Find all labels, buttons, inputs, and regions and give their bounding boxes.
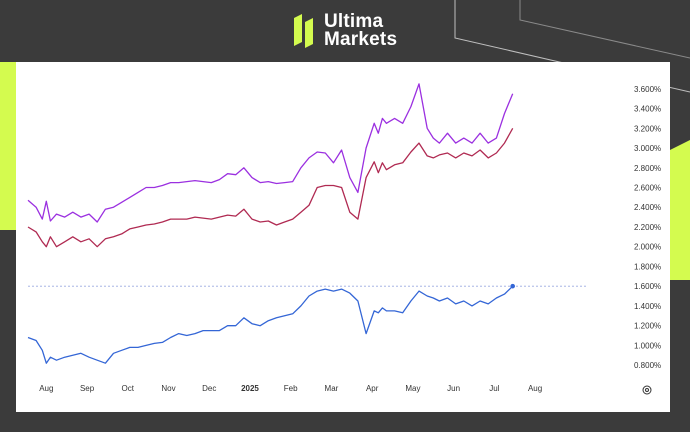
y-tick-label: 3.400% — [634, 105, 661, 114]
y-tick-label: 0.800% — [634, 361, 661, 370]
brand-line-2: Markets — [324, 29, 398, 50]
y-axis: 0.800% 1.000% 1.200% 1.400% 1.600% 1.800% 2.00… — [634, 85, 661, 370]
x-axis: Aug Sep Oct Nov Dec 2025 Feb Mar Apr May Jun Jul Aug — [39, 384, 542, 393]
x-tick-label: Oct — [122, 384, 135, 393]
y-tick-label: 1.000% — [634, 341, 661, 350]
chart-panel: 0.800% 1.000% 1.200% 1.400% 1.600% 1.800% 2.00… — [16, 62, 670, 412]
y-tick-label: 2.600% — [634, 183, 661, 192]
series-line-1 — [27, 83, 514, 223]
x-tick-label: Nov — [161, 384, 175, 393]
x-tick-label: Feb — [284, 384, 298, 393]
x-tick-label: Jul — [489, 384, 499, 393]
decor-line-2 — [519, 0, 690, 59]
x-tick-label: 2025 — [241, 384, 259, 393]
y-tick-label: 3.600% — [634, 85, 661, 94]
series-line-3 — [27, 285, 514, 364]
y-tick-label: 2.800% — [634, 164, 661, 173]
brand-logo: Ultima Markets — [292, 11, 398, 50]
y-tick-label: 3.000% — [634, 144, 661, 153]
y-tick-label: 1.800% — [634, 262, 661, 271]
x-tick-label: Jun — [447, 384, 460, 393]
y-tick-label: 2.000% — [634, 243, 661, 252]
series-line-2 — [27, 127, 514, 248]
y-tick-label: 1.400% — [634, 302, 661, 311]
y-tick-label: 2.200% — [634, 223, 661, 232]
accent-band-right — [670, 140, 690, 280]
x-tick-label: Aug — [528, 384, 542, 393]
y-tick-label: 1.200% — [634, 322, 661, 331]
x-tick-label: Apr — [366, 384, 379, 393]
brand-name: Ultima Markets — [324, 11, 398, 50]
series-layer — [27, 83, 515, 364]
brand-line-1: Ultima — [324, 11, 384, 32]
y-tick-label: 2.400% — [634, 203, 661, 212]
gear-icon[interactable] — [642, 385, 652, 395]
series-end-point — [510, 283, 515, 289]
ultima-logo-icon — [294, 14, 313, 48]
x-tick-label: May — [405, 384, 420, 393]
x-tick-label: Aug — [39, 384, 53, 393]
y-tick-label: 3.200% — [634, 124, 661, 133]
x-tick-label: Dec — [202, 384, 216, 393]
y-tick-label: 1.600% — [634, 282, 661, 291]
accent-band-mid — [0, 170, 16, 230]
line-chart: 0.800% 1.000% 1.200% 1.400% 1.600% 1.800% 2.00… — [27, 83, 661, 395]
x-tick-label: Sep — [80, 384, 95, 393]
x-tick-label: Mar — [325, 384, 339, 393]
